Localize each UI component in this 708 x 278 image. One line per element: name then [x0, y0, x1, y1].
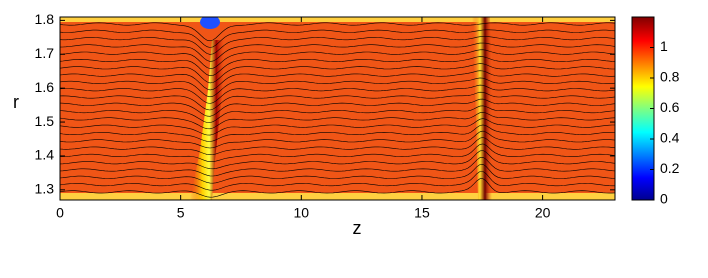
x-tick-label: 0: [56, 205, 64, 221]
y-tick-label: 1.8: [35, 11, 55, 27]
contour-line: [60, 143, 615, 162]
contour-line: [60, 137, 615, 156]
y-tick-label: 1.7: [35, 45, 55, 61]
x-tick-label: 15: [414, 205, 430, 221]
x-axis-label: z: [353, 218, 362, 238]
contour-line: [60, 111, 615, 130]
contour-line: [60, 49, 615, 69]
contour-line: [60, 171, 615, 191]
contour-line: [60, 105, 615, 123]
contour-line: [60, 70, 615, 91]
contour-line: [60, 163, 615, 184]
y-tick-label: 1.4: [35, 147, 55, 163]
colorbar-tick-label: 0.2: [660, 160, 680, 176]
feature: [200, 17, 220, 29]
edge-top: [60, 17, 615, 22]
y-tick-label: 1.3: [35, 181, 55, 197]
colorbar-tick-label: 0.6: [660, 99, 680, 115]
x-tick-label: 20: [535, 205, 551, 221]
contour-line: [60, 56, 615, 77]
colorbar-tick-label: 0: [660, 191, 668, 207]
feature: [190, 40, 225, 200]
edge-bottom: [60, 193, 615, 200]
contour-line: [60, 150, 615, 170]
x-tick-label: 10: [294, 205, 310, 221]
y-tick-label: 1.6: [35, 79, 55, 95]
y-tick-label: 1.5: [35, 113, 55, 129]
y-axis-label: r: [13, 92, 19, 112]
x-tick-label: 5: [177, 205, 185, 221]
contour-line: [60, 118, 615, 136]
colorbar-tick-label: 0.8: [660, 69, 680, 85]
plot-frame: [59, 16, 616, 201]
contour-line: [60, 77, 615, 98]
contour-line: [60, 36, 615, 55]
contour-line: [60, 98, 615, 117]
heatmap-field: [60, 17, 615, 200]
contour-line: [60, 63, 615, 84]
colorbar-tick-label: 0.4: [660, 130, 680, 146]
contour-line: [60, 42, 615, 62]
contour-line: [60, 156, 615, 177]
contour-line: [60, 91, 615, 111]
contour-line: [60, 130, 615, 149]
contour-line: [60, 124, 615, 142]
contour-line: [60, 178, 615, 198]
feature: [472, 17, 492, 200]
contour-line: [60, 84, 615, 104]
colorbar-tick-label: 1: [660, 38, 668, 54]
contour-line: [60, 22, 615, 42]
contour-line: [60, 29, 615, 48]
